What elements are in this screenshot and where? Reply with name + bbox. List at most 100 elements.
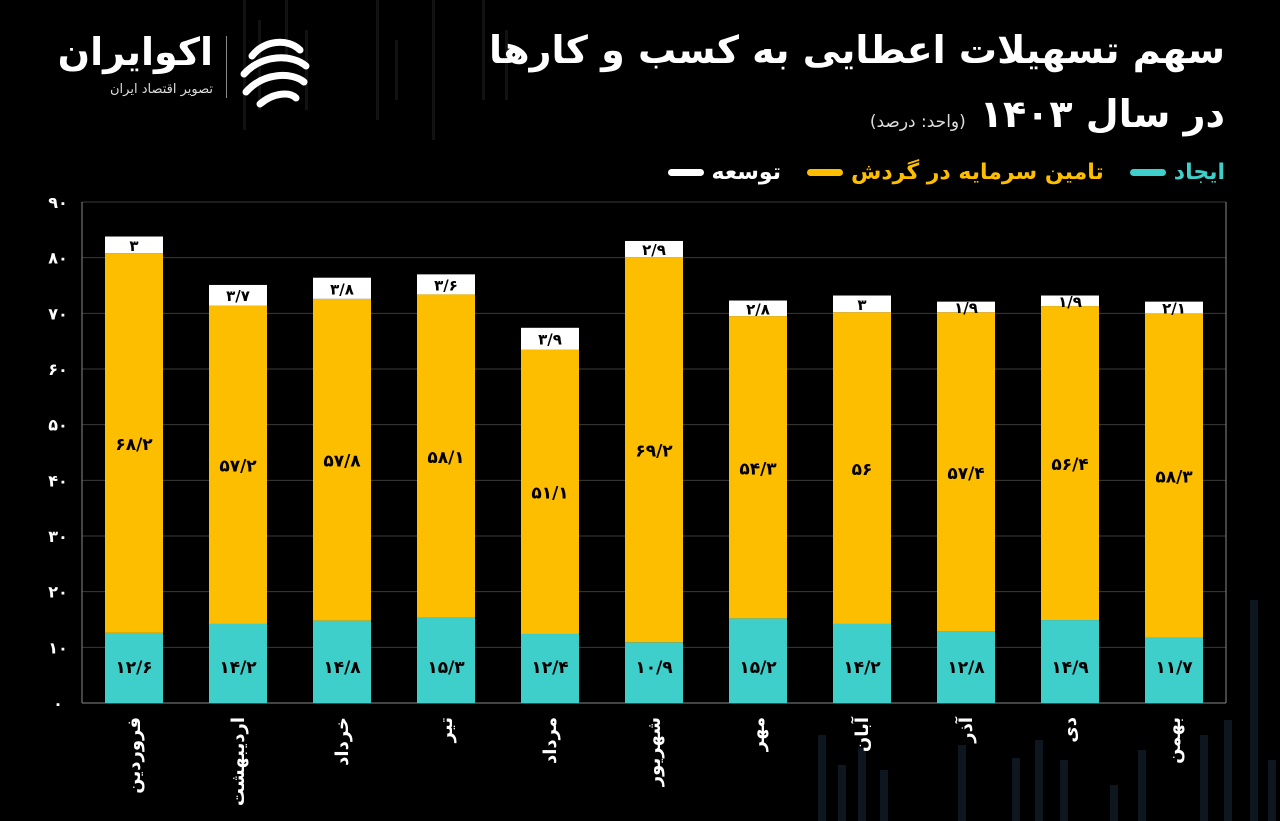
bar-segment-tose xyxy=(937,301,995,313)
legend-item-ijad: ایجاد xyxy=(1129,160,1225,185)
x-tick-label: خرداد xyxy=(332,717,353,766)
data-label: ۱۴/۲ xyxy=(219,658,257,678)
bar-segment-tose xyxy=(313,277,371,299)
x-tick-label: آذر xyxy=(954,716,977,744)
data-label: ۲/۹ xyxy=(642,241,666,259)
y-tick-label: ۹۰ xyxy=(48,193,68,212)
data-label: ۱/۹ xyxy=(954,299,978,317)
bar-segment-tamin xyxy=(1145,313,1203,638)
legend-swatch-ijad xyxy=(1129,169,1166,176)
data-label: ۱۲/۶ xyxy=(115,658,152,678)
data-label: ۱۵/۳ xyxy=(427,658,465,678)
bar-segment-tamin xyxy=(1041,306,1099,621)
chart-subtitle: در سال ۱۴۰۳ xyxy=(979,92,1225,136)
bar-segment-tamin xyxy=(313,298,371,621)
bar-segment-tose xyxy=(625,240,683,258)
data-label: ۱/۹ xyxy=(1058,293,1082,311)
data-label: ۳ xyxy=(857,296,866,314)
bar-segment-tamin xyxy=(833,312,891,624)
data-label: ۳/۶ xyxy=(434,276,458,294)
data-label: ۵۶/۴ xyxy=(1051,455,1088,475)
data-label: ۵۱/۱ xyxy=(531,484,568,504)
legend-item-tose: توسعه xyxy=(667,160,781,185)
bar-segment-ijad xyxy=(209,623,267,703)
bar-segment-tamin xyxy=(625,257,683,643)
legend-swatch-tamin xyxy=(806,169,843,176)
bar-segment-ijad xyxy=(1145,637,1203,703)
x-tick-label: مهر xyxy=(748,717,769,752)
data-label: ۵۸/۱ xyxy=(427,448,464,468)
bar-segment-tamin xyxy=(417,294,475,618)
brand-logo: اکوایران تصویر اقتصاد ایران xyxy=(48,30,318,110)
bar-segment-tamin xyxy=(729,316,787,619)
y-tick-label: ۰ xyxy=(53,694,63,713)
data-label: ۱۴/۹ xyxy=(1051,658,1089,678)
bar-segment-tose xyxy=(417,274,475,295)
bar-segment-tamin xyxy=(105,253,163,633)
data-label: ۱۰/۹ xyxy=(635,658,673,678)
logo-tagline: تصویر اقتصاد ایران xyxy=(110,82,213,97)
legend-label-tose: توسعه xyxy=(711,160,781,185)
y-tick-label: ۴۰ xyxy=(48,471,68,490)
data-label: ۵۷/۲ xyxy=(219,457,257,477)
x-tick-label: تیر xyxy=(436,717,457,743)
data-label: ۱۵/۲ xyxy=(739,658,777,678)
data-label: ۱۱/۷ xyxy=(1155,658,1193,678)
data-label: ۳ xyxy=(129,237,138,255)
unit-label: (واحد: درصد) xyxy=(869,112,966,132)
data-label: ۱۲/۸ xyxy=(947,658,985,678)
x-tick-label: مرداد xyxy=(540,717,561,764)
x-tick-label: آبان xyxy=(850,716,873,752)
bar-segment-tose xyxy=(729,300,787,317)
y-tick-label: ۲۰ xyxy=(48,583,68,602)
data-label: ۵۷/۴ xyxy=(947,464,984,484)
data-label: ۵۶ xyxy=(852,460,873,480)
data-label: ۲/۸ xyxy=(746,300,770,318)
data-label: ۱۴/۲ xyxy=(843,658,881,678)
logo-mark-icon xyxy=(240,38,310,108)
x-tick-label: دی xyxy=(1060,717,1081,743)
bar-segment-tose xyxy=(105,236,163,254)
bar-segment-ijad xyxy=(833,623,891,703)
legend-label-tamin: تامین سرمایه در گردش xyxy=(850,160,1104,185)
bar-segment-ijad xyxy=(417,617,475,703)
bar-segment-ijad xyxy=(729,618,787,703)
legend-item-tamin: تامین سرمایه در گردش xyxy=(806,160,1104,185)
x-tick-label: بهمن xyxy=(1164,717,1185,764)
data-label: ۶۹/۲ xyxy=(635,442,673,462)
bar-segment-tose xyxy=(521,327,579,350)
data-label: ۳/۹ xyxy=(538,331,562,349)
chart-legend: ایجاد تامین سرمایه در گردش توسعه xyxy=(667,160,1225,185)
x-tick-label: شهریور xyxy=(644,717,665,787)
data-label: ۲/۱ xyxy=(1162,299,1186,317)
chart-subtitle-row: در سال ۱۴۰۳ (واحد: درصد) xyxy=(325,92,1225,136)
y-tick-label: ۱۰ xyxy=(48,638,68,657)
data-label: ۱۲/۴ xyxy=(531,658,568,678)
logo-divider xyxy=(226,36,227,98)
x-tick-label: فروردین xyxy=(124,717,145,794)
bar-segment-tamin xyxy=(937,312,995,632)
y-tick-label: ۸۰ xyxy=(48,249,68,268)
data-label: ۵۸/۳ xyxy=(1155,468,1193,488)
y-tick-label: ۳۰ xyxy=(48,527,68,546)
bar-segment-tamin xyxy=(521,349,579,634)
bar-segment-ijad xyxy=(313,620,371,703)
bar-segment-ijad xyxy=(625,642,683,703)
bar-segment-tose xyxy=(1041,295,1099,307)
x-tick-label: اردیبهشت xyxy=(228,717,249,806)
bar-segment-tose xyxy=(833,295,891,313)
y-tick-label: ۷۰ xyxy=(48,304,68,323)
logo-name: اکوایران xyxy=(57,30,213,74)
data-label: ۵۷/۸ xyxy=(323,452,361,472)
bar-segment-tose xyxy=(209,284,267,306)
y-tick-label: ۵۰ xyxy=(48,416,68,435)
data-label: ۵۴/۳ xyxy=(739,459,777,479)
chart-title: سهم تسهیلات اعطایی به کسب و کارها xyxy=(489,28,1225,72)
bar-segment-tamin xyxy=(209,305,267,624)
data-label: ۳/۷ xyxy=(226,287,250,305)
data-label: ۱۴/۸ xyxy=(323,658,361,678)
legend-swatch-tose xyxy=(667,169,704,176)
bar-segment-tose xyxy=(1145,301,1203,314)
data-label: ۳/۸ xyxy=(330,280,354,298)
